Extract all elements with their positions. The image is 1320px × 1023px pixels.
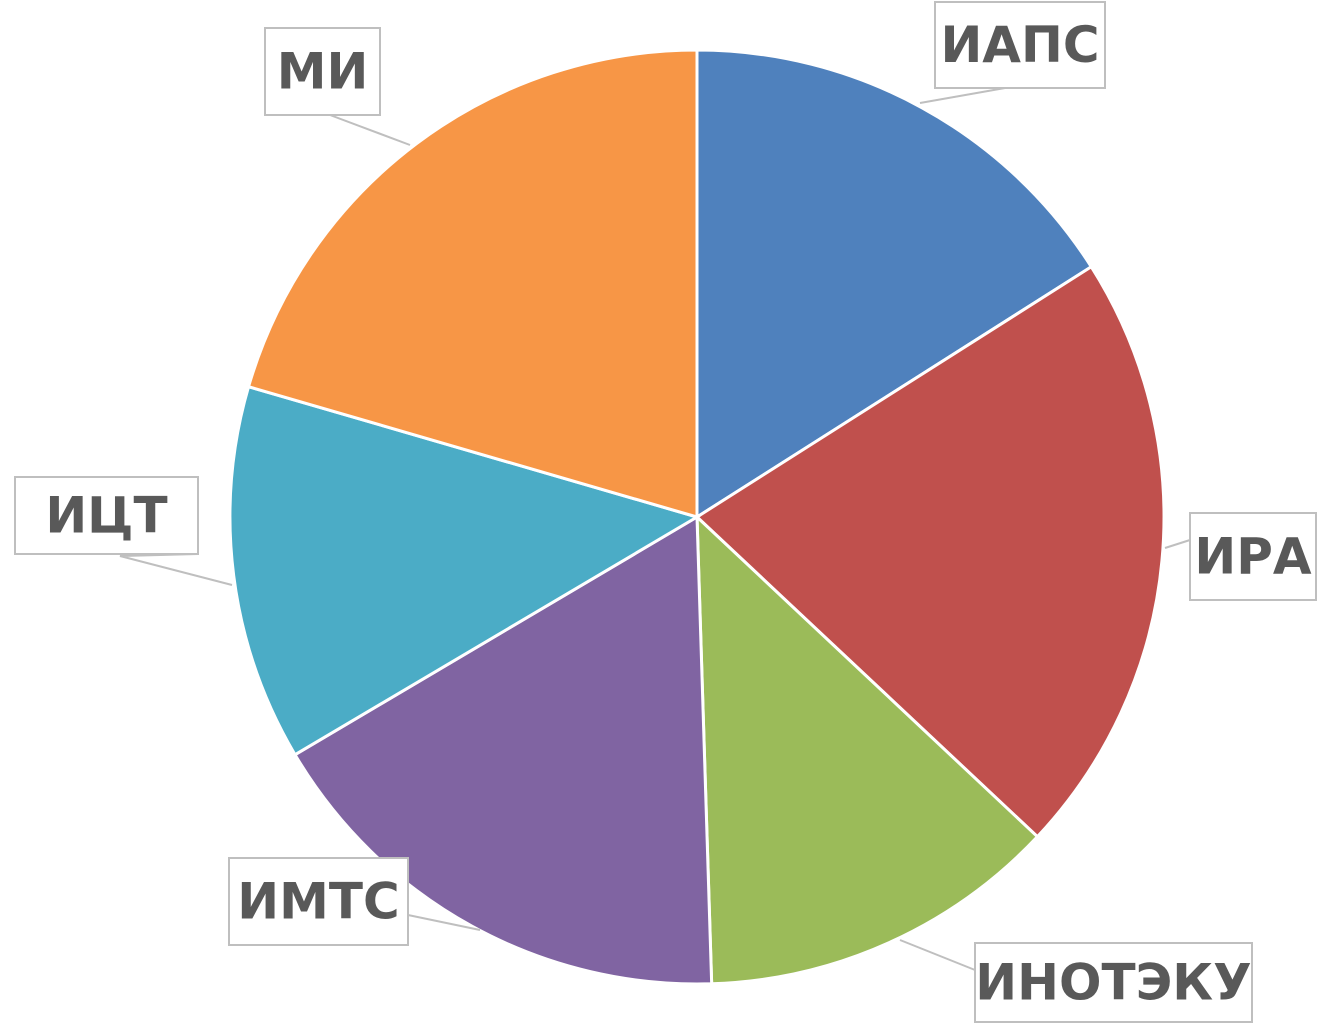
leader-line: [899, 939, 976, 971]
data-label: ИРА: [1194, 528, 1311, 586]
leader-line: [919, 87, 1006, 104]
pie-slice: [695, 48, 1094, 520]
label-box: [228, 857, 409, 946]
pie-slice: [695, 513, 1040, 986]
pie-slice: [694, 264, 1166, 839]
label-box: [934, 1, 1106, 89]
data-label: ИМТС: [237, 873, 399, 931]
data-label: ИАПС: [940, 16, 1099, 74]
pie-slice: [228, 384, 701, 757]
leader-line: [407, 914, 481, 931]
leader-line: [1164, 539, 1191, 549]
leader-line: [119, 553, 233, 586]
data-label: ИНОТЭКУ: [975, 954, 1251, 1012]
leader-line: [329, 114, 411, 146]
data-label: ИЦТ: [45, 487, 167, 545]
label-box: [264, 27, 381, 116]
label-box: [974, 942, 1253, 1023]
label-box: [1189, 512, 1317, 601]
pie-slice: [246, 48, 699, 519]
label-box: [14, 476, 199, 555]
data-label: МИ: [277, 43, 369, 101]
